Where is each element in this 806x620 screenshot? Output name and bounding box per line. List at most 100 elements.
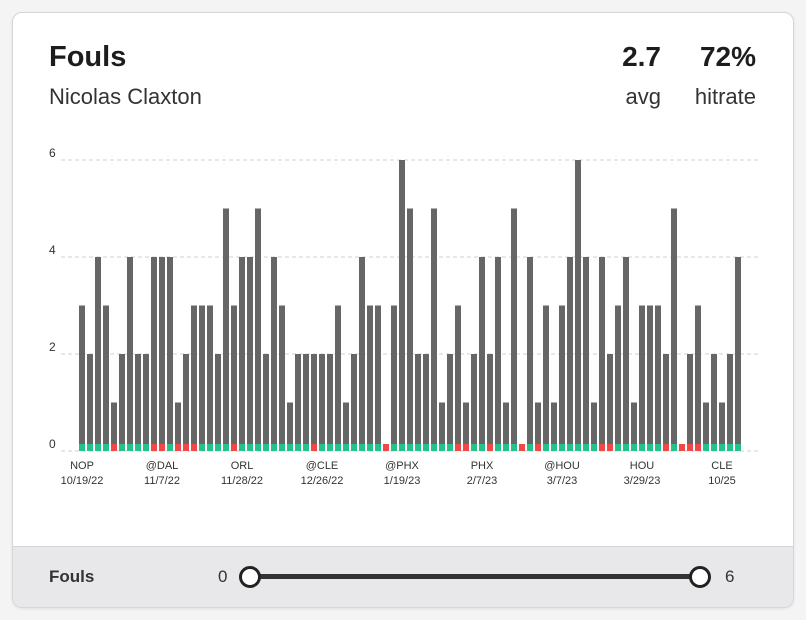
hit-marker xyxy=(183,444,189,451)
bar xyxy=(647,305,653,451)
bar xyxy=(431,208,437,451)
bar xyxy=(735,257,741,451)
bar xyxy=(663,354,669,451)
hit-marker xyxy=(143,444,149,451)
hit-marker xyxy=(407,444,413,451)
bar xyxy=(447,354,453,451)
bar xyxy=(439,402,445,451)
bar xyxy=(223,208,229,451)
bar xyxy=(303,354,309,451)
x-tick-date: 3/29/23 xyxy=(624,475,661,487)
hit-marker xyxy=(527,444,533,451)
bar xyxy=(567,257,573,451)
hit-marker xyxy=(735,444,741,451)
x-tick-date: 10/19/22 xyxy=(61,475,104,487)
hit-marker xyxy=(279,444,285,451)
hit-marker xyxy=(271,444,277,451)
x-tick-team: HOU xyxy=(630,460,655,472)
hit-marker xyxy=(207,444,213,451)
bar xyxy=(407,208,413,451)
y-tick-label: 4 xyxy=(49,243,56,257)
bar xyxy=(591,402,597,451)
bar xyxy=(231,305,237,451)
hitrate-label: hitrate xyxy=(694,84,756,109)
hit-marker xyxy=(471,444,477,451)
hit-marker xyxy=(415,444,421,451)
bar xyxy=(511,208,517,451)
bar xyxy=(527,257,533,451)
hit-marker xyxy=(151,444,157,451)
bar xyxy=(727,354,733,451)
slider-track[interactable] xyxy=(249,574,699,579)
hit-marker xyxy=(87,444,93,451)
bar xyxy=(335,305,341,451)
hitrate-value: 72% xyxy=(699,41,756,72)
bar xyxy=(351,354,357,451)
x-tick-date: 10/25 xyxy=(708,475,736,487)
fouls-card: Fouls Nicolas Claxton 2.7 avg 72% hitrat… xyxy=(12,12,794,608)
hit-marker xyxy=(423,444,429,451)
bar xyxy=(119,354,125,451)
y-tick-label: 0 xyxy=(49,437,56,451)
player-name: Nicolas Claxton xyxy=(49,84,202,109)
bar xyxy=(159,257,165,451)
hit-marker xyxy=(711,444,717,451)
bar xyxy=(671,208,677,451)
slider-min-handle[interactable] xyxy=(239,566,261,588)
hit-marker xyxy=(663,444,669,451)
slider-max-label: 6 xyxy=(725,567,735,586)
hit-marker xyxy=(199,444,205,451)
bar xyxy=(559,305,565,451)
avg-value: 2.7 xyxy=(622,41,661,72)
hit-marker xyxy=(391,444,397,451)
hit-marker xyxy=(135,444,141,451)
bar xyxy=(487,354,493,451)
filter-footer: Fouls 0 6 xyxy=(13,546,793,607)
hit-marker xyxy=(79,444,85,451)
hit-marker xyxy=(487,444,493,451)
bar xyxy=(239,257,245,451)
hit-marker xyxy=(495,444,501,451)
hit-marker xyxy=(647,444,653,451)
bar xyxy=(175,402,181,451)
x-tick-date: 12/26/22 xyxy=(301,475,344,487)
bar xyxy=(575,160,581,451)
x-tick-team: @CLE xyxy=(306,460,339,472)
slider-min-label: 0 xyxy=(218,567,228,586)
slider-max-handle[interactable] xyxy=(689,566,711,588)
x-tick-date: 11/7/22 xyxy=(144,475,180,487)
hit-marker xyxy=(231,444,237,451)
bar xyxy=(247,257,253,451)
hit-marker xyxy=(335,444,341,451)
bar xyxy=(279,305,285,451)
y-tick-label: 2 xyxy=(49,340,56,354)
hit-marker xyxy=(463,444,469,451)
bar xyxy=(535,402,541,451)
bar xyxy=(207,305,213,451)
x-tick-team: PHX xyxy=(471,460,494,472)
hit-marker xyxy=(503,444,509,451)
hit-marker xyxy=(599,444,605,451)
hit-marker xyxy=(591,444,597,451)
hit-marker xyxy=(159,444,165,451)
hit-marker xyxy=(223,444,229,451)
bar xyxy=(135,354,141,451)
bar xyxy=(415,354,421,451)
hit-marker xyxy=(191,444,197,451)
hit-marker xyxy=(215,444,221,451)
page-title: Fouls xyxy=(49,41,127,73)
fouls-bar-chart: 0 2 4 6 NOP 10/19/22 @DAL 11/7/22 ORL 11/28/22 @CL… xyxy=(49,146,758,487)
x-tick-team: @HOU xyxy=(544,460,580,472)
x-tick-date: 3/7/23 xyxy=(547,475,578,487)
bar xyxy=(543,305,549,451)
hit-marker xyxy=(383,444,389,451)
bar xyxy=(655,305,661,451)
hit-marker xyxy=(551,444,557,451)
hit-marker xyxy=(103,444,109,451)
hit-marker xyxy=(695,444,701,451)
hit-marker xyxy=(311,444,317,451)
hit-marker xyxy=(479,444,485,451)
hit-marker xyxy=(671,444,677,451)
bar xyxy=(615,305,621,451)
hit-marker xyxy=(687,444,693,451)
